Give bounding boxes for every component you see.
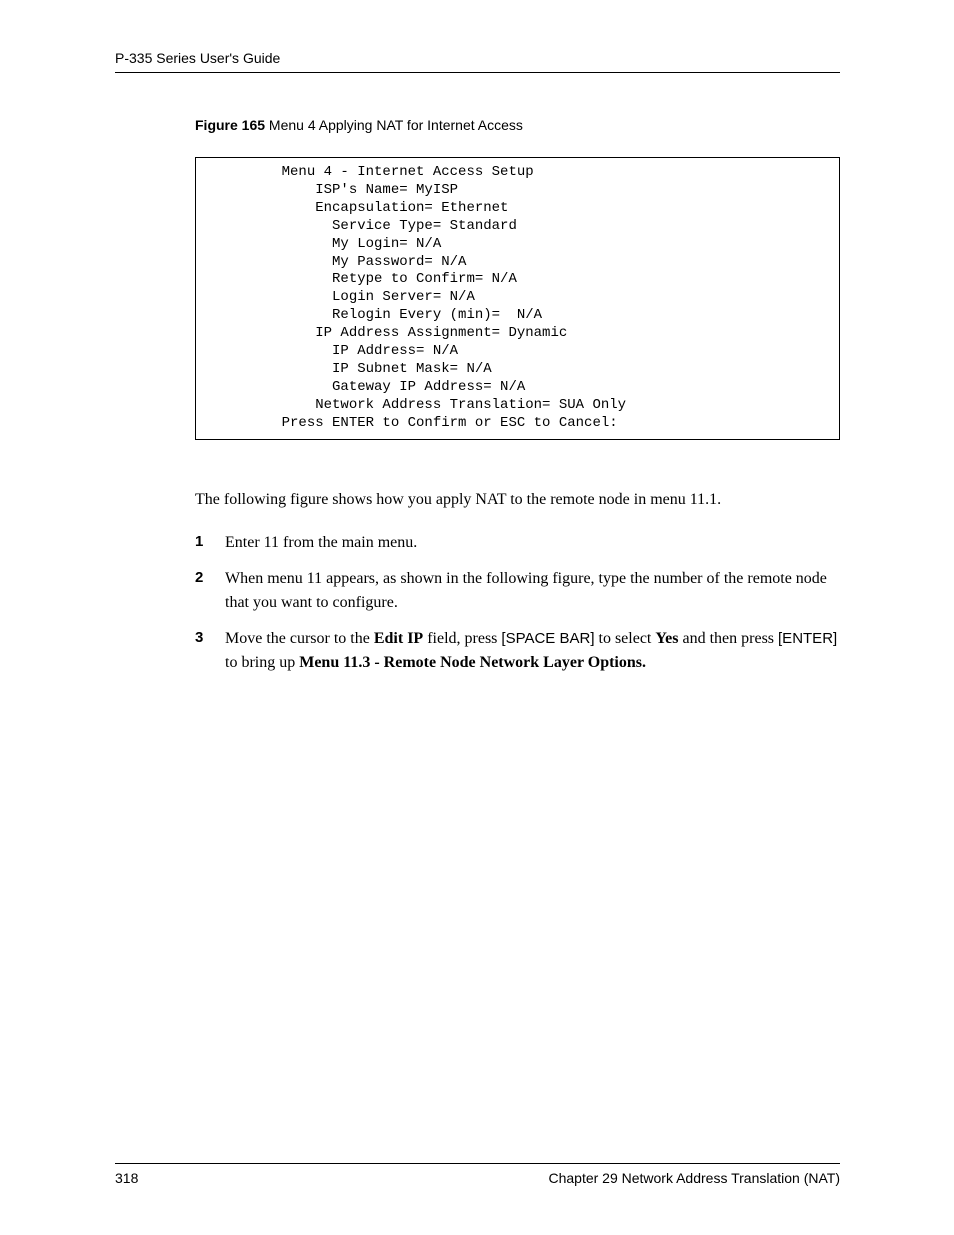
page-number: 318: [115, 1170, 138, 1186]
header-rule: [115, 72, 840, 73]
step-2: 2 When menu 11 appears, as shown in the …: [195, 567, 840, 615]
steps-list: 1 Enter 11 from the main menu. 2 When me…: [195, 531, 840, 675]
menu-footer: Press ENTER to Confirm or ESC to Cancel:: [206, 415, 618, 431]
footer-row: 318 Chapter 29 Network Address Translati…: [115, 1170, 840, 1186]
step-text-part: field, press: [423, 630, 501, 647]
step-number: 2: [195, 567, 203, 590]
step-bold-yes: Yes: [655, 630, 678, 647]
page-footer: 318 Chapter 29 Network Address Translati…: [115, 1163, 840, 1186]
footer-rule: [115, 1163, 840, 1164]
menu-my-login: My Login= N/A: [206, 236, 441, 252]
menu-my-password: My Password= N/A: [206, 254, 466, 270]
step-number: 1: [195, 531, 203, 554]
menu-isp-name: ISP's Name= MyISP: [206, 182, 458, 198]
menu-ip-assignment: IP Address Assignment= Dynamic: [206, 325, 567, 341]
step-3: 3 Move the cursor to the Edit IP field, …: [195, 627, 840, 675]
step-text: Enter 11 from the main menu.: [225, 534, 417, 551]
menu-service-type: Service Type= Standard: [206, 218, 517, 234]
step-key-spacebar: [SPACE BAR]: [501, 630, 594, 647]
body-paragraph-1: The following figure shows how you apply…: [195, 488, 840, 511]
menu-relogin: Relogin Every (min)= N/A: [206, 307, 542, 323]
menu-subnet-mask: IP Subnet Mask= N/A: [206, 361, 492, 377]
page-content: P-335 Series User's Guide Figure 165 Men…: [115, 50, 840, 687]
menu-title: Menu 4 - Internet Access Setup: [206, 164, 534, 180]
step-text: When menu 11 appears, as shown in the fo…: [225, 570, 827, 611]
step-text-part: and then press: [678, 630, 778, 647]
menu-gateway: Gateway IP Address= N/A: [206, 379, 525, 395]
step-bold-editip: Edit IP: [374, 630, 423, 647]
menu-terminal-box: Menu 4 - Internet Access Setup ISP's Nam…: [195, 157, 840, 440]
main-content: Figure 165 Menu 4 Applying NAT for Inter…: [195, 117, 840, 675]
figure-title: Menu 4 Applying NAT for Internet Access: [265, 117, 523, 133]
step-key-enter: [ENTER]: [778, 630, 837, 647]
menu-ip-address: IP Address= N/A: [206, 343, 458, 359]
step-1: 1 Enter 11 from the main menu.: [195, 531, 840, 555]
running-header: P-335 Series User's Guide: [115, 50, 840, 72]
step-text-part: to bring up: [225, 654, 299, 671]
menu-encapsulation: Encapsulation= Ethernet: [206, 200, 508, 216]
step-number: 3: [195, 627, 203, 650]
step-text-part: to select: [595, 630, 656, 647]
figure-caption: Figure 165 Menu 4 Applying NAT for Inter…: [195, 117, 840, 133]
chapter-label: Chapter 29 Network Address Translation (…: [548, 1170, 840, 1186]
menu-retype: Retype to Confirm= N/A: [206, 271, 517, 287]
step-bold-menu113: Menu 11.3 - Remote Node Network Layer Op…: [299, 654, 646, 671]
menu-nat: Network Address Translation= SUA Only: [206, 397, 626, 413]
step-text-part: Move the cursor to the: [225, 630, 374, 647]
figure-label: Figure 165: [195, 117, 265, 133]
menu-login-server: Login Server= N/A: [206, 289, 475, 305]
